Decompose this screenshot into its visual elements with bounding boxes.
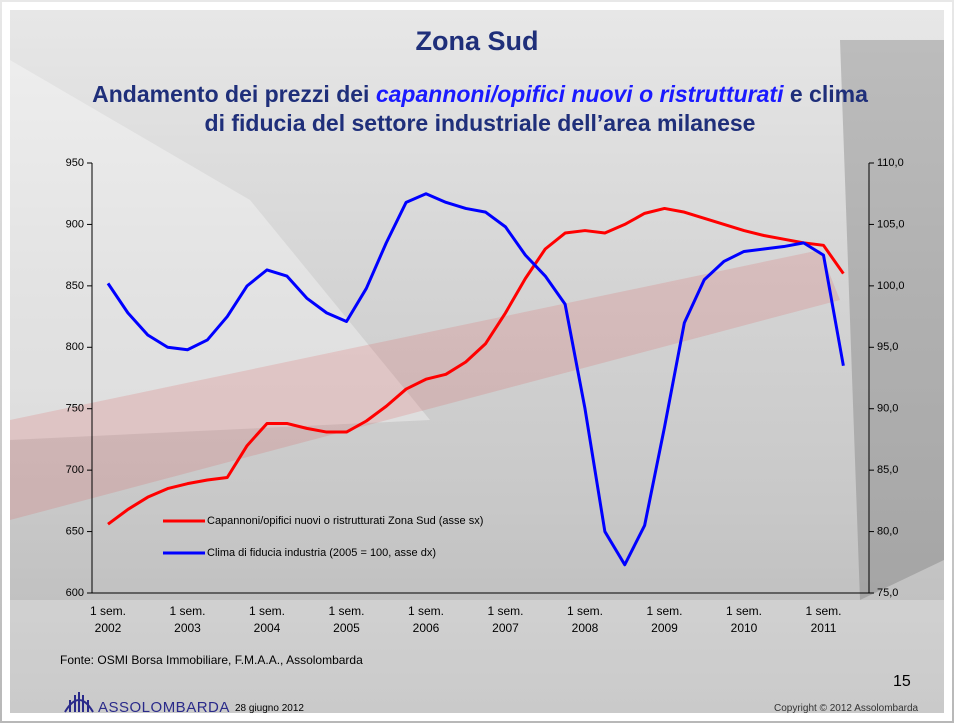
y2-tick-label: 85,0 xyxy=(877,464,898,476)
x-tick-label: 1 sem. 2003 xyxy=(169,604,206,635)
x-tick-label: 1 sem. 2007 xyxy=(487,604,524,635)
subtitle-italic: capannoni/opifici nuovi o ristrutturati xyxy=(375,81,784,107)
subtitle-text: e clima di fiducia del settore industria… xyxy=(204,81,868,136)
y2-tick-label: 75,0 xyxy=(877,587,898,599)
y-tick-label: 950 xyxy=(66,157,84,169)
x-tick-label: 1 sem. 2006 xyxy=(407,604,444,635)
y-tick-label: 850 xyxy=(66,280,84,292)
legend-label: Capannoni/opifici nuovi o ristrutturati … xyxy=(207,515,483,527)
x-tick-label: 1 sem. 2008 xyxy=(566,604,603,635)
series-line xyxy=(106,192,845,567)
logo xyxy=(64,692,94,713)
y2-tick-label: 105,0 xyxy=(877,218,905,230)
y-tick-label: 750 xyxy=(66,403,84,415)
copyright: Copyright © 2012 Assolombarda xyxy=(774,703,919,714)
y2-tick-label: 100,0 xyxy=(877,280,905,292)
x-tick-label: 1 sem. 2009 xyxy=(646,604,683,635)
y2-tick-label: 90,0 xyxy=(877,403,898,415)
x-tick-label: 1 sem. 2011 xyxy=(805,604,842,635)
y2-tick-label: 80,0 xyxy=(877,525,898,537)
y2-tick-label: 95,0 xyxy=(877,341,898,353)
x-tick-label: 1 sem. 2004 xyxy=(248,604,285,635)
series-line xyxy=(107,206,845,526)
y-tick-label: 650 xyxy=(66,525,84,537)
y-tick-label: 700 xyxy=(66,464,84,476)
bg-shape xyxy=(10,60,430,440)
y-tick-label: 900 xyxy=(66,218,84,230)
x-tick-label: 1 sem. 2005 xyxy=(328,604,365,635)
title: Zona Sud xyxy=(415,26,539,56)
y-tick-label: 800 xyxy=(66,341,84,353)
bg-shape xyxy=(10,250,840,520)
bg-shape xyxy=(840,40,944,600)
date: 28 giugno 2012 xyxy=(235,703,304,714)
subtitle-text: Andamento dei prezzi dei xyxy=(92,81,376,107)
source: Fonte: OSMI Borsa Immobiliare, F.M.A.A.,… xyxy=(60,653,363,667)
subtitle: Andamento dei prezzi dei capannoni/opifi… xyxy=(90,80,870,138)
x-tick-label: 1 sem. 2002 xyxy=(89,604,126,635)
bg-shape xyxy=(10,600,944,713)
page-number: 15 xyxy=(893,673,911,690)
x-tick-label: 1 sem. 2010 xyxy=(725,604,762,635)
y-tick-label: 600 xyxy=(66,587,84,599)
brand: ASSOLOMBARDA xyxy=(98,699,230,716)
y2-tick-label: 110,0 xyxy=(877,157,904,169)
legend-label: Clima di fiducia industria (2005 = 100, … xyxy=(207,547,436,559)
